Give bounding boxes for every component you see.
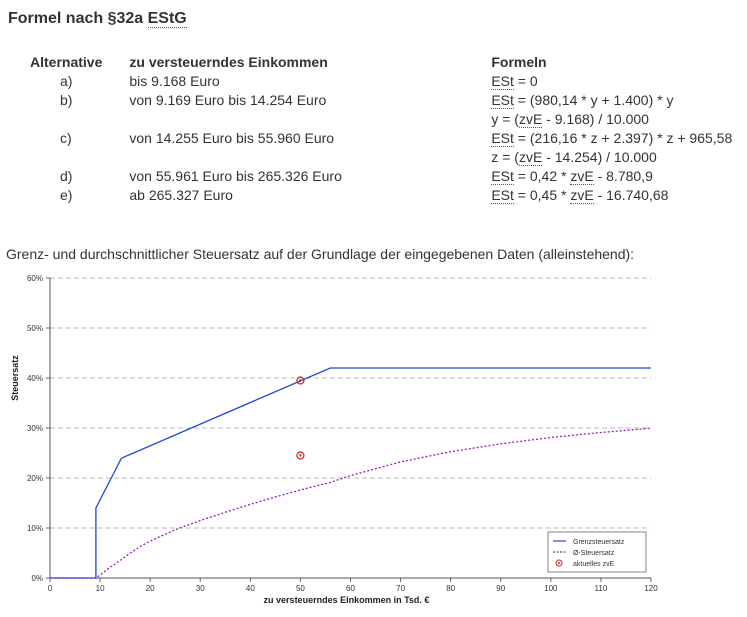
legend-label: Ø-Steuersatz xyxy=(573,550,615,557)
table-row: b) von 9.169 Euro bis 14.254 Euro ESt = (9… xyxy=(30,91,747,110)
y-tick-label: 60% xyxy=(27,274,43,283)
cell-alternative xyxy=(30,148,129,167)
cell-formula: z = (zvE - 14.254) / 10.000 xyxy=(491,149,657,166)
formula-table: Alternative zu versteuerndes Einkommen F… xyxy=(30,54,747,205)
cell-formula: ESt = (980,14 * y + 1.400) * y xyxy=(491,92,674,109)
y-tick-label: 20% xyxy=(27,474,43,483)
abbr-zve: zvE xyxy=(570,187,594,204)
x-tick-label: 0 xyxy=(48,584,53,593)
y-tick-label: 10% xyxy=(27,524,43,533)
table-row: z = (zvE - 14.254) / 10.000 xyxy=(30,148,747,167)
x-tick-label: 120 xyxy=(644,584,658,593)
abbr-est: ESt xyxy=(491,187,514,204)
cell-formula: ESt = 0 xyxy=(491,73,538,90)
alternative-label: a) xyxy=(60,73,73,89)
x-tick-label: 10 xyxy=(96,584,105,593)
x-tick-label: 100 xyxy=(544,584,558,593)
x-tick-label: 40 xyxy=(246,584,255,593)
abbr-est: ESt xyxy=(491,130,514,147)
x-tick-label: 80 xyxy=(446,584,455,593)
table-row: a) bis 9.168 Euro ESt = 0 xyxy=(30,72,747,91)
tax-rate-chart: 0% 10% 20% 30% 40% 50% 60% 0 10 20 30 40 50 60 70 80 90 1… xyxy=(10,274,658,605)
header-alternative: Alternative xyxy=(30,54,103,70)
table-row: e) ab 265.327 Euro ESt = 0,45 * zvE - 16.7… xyxy=(30,186,747,205)
cell-formula: ESt = (216,16 * z + 2.397) * z + 965,58 xyxy=(491,130,733,147)
x-tick-label: 50 xyxy=(296,584,305,593)
abbr-zve: zvE xyxy=(570,168,594,185)
cell-alternative xyxy=(30,110,129,129)
abbr-estg: EStG xyxy=(147,10,187,28)
cell-income: von 9.169 Euro bis 14.254 Euro xyxy=(129,92,327,108)
alternative-label: e) xyxy=(60,187,73,203)
x-tick-label: 90 xyxy=(496,584,505,593)
cell-formula: ESt = 0,42 * zvE - 8.780,9 xyxy=(491,168,653,185)
page-title: Formel nach §32a EStG xyxy=(8,10,187,28)
y-tick-label: 30% xyxy=(27,424,43,433)
header-income: zu versteuerndes Einkommen xyxy=(129,54,328,70)
cell-formula: ESt = 0,45 * zvE - 16.740,68 xyxy=(491,187,669,204)
y-axis-label: Steuersatz xyxy=(10,355,20,401)
table-header-row: Alternative zu versteuerndes Einkommen F… xyxy=(30,54,747,72)
marker-point-center xyxy=(299,379,302,382)
table-row: d) von 55.961 Euro bis 265.326 Euro ESt = … xyxy=(30,167,747,186)
x-tick-label: 110 xyxy=(595,584,608,593)
legend-label: aktuelles zvE xyxy=(573,561,615,568)
title-text: Formel nach §32a EStG xyxy=(8,10,187,28)
alternative-label: b) xyxy=(60,92,73,108)
cell-income xyxy=(129,110,491,129)
chart-title: Grenz- und durchschnittlicher Steuersatz… xyxy=(6,246,635,262)
abbr-est: ESt xyxy=(491,92,514,109)
cell-alternative: a) xyxy=(30,72,129,91)
y-tick-label: 50% xyxy=(27,324,43,333)
table-row: c) von 14.255 Euro bis 55.960 Euro ESt = (… xyxy=(30,129,747,148)
cell-alternative: c) xyxy=(30,129,129,148)
x-tick-label: 60 xyxy=(346,584,355,593)
abbr-est: ESt xyxy=(491,168,514,185)
legend-marker-center xyxy=(558,562,560,564)
marker-point xyxy=(296,451,305,460)
alternative-label: d) xyxy=(60,168,73,184)
legend-label: Grenzsteuersatz xyxy=(573,539,625,546)
x-tick-label: 70 xyxy=(396,584,405,593)
marker-point xyxy=(296,376,305,385)
legend-marker xyxy=(555,559,563,567)
alternative-label: c) xyxy=(60,130,72,146)
header-formulas: Formeln xyxy=(491,54,547,70)
cell-alternative: d) xyxy=(30,167,129,186)
cell-alternative: b) xyxy=(30,91,129,110)
cell-income: von 55.961 Euro bis 265.326 Euro xyxy=(129,168,342,184)
cell-income: von 14.255 Euro bis 55.960 Euro xyxy=(129,130,335,146)
cell-income: ab 265.327 Euro xyxy=(129,187,233,203)
series-line-1 xyxy=(50,427,652,579)
x-tick-label: 20 xyxy=(146,584,155,593)
cell-income xyxy=(129,148,491,167)
x-axis-label: zu versteuerndes Einkommen in Tsd. € xyxy=(264,595,430,605)
abbr-zve: zvE xyxy=(518,149,543,166)
cell-formula: y = (zvE - 9.168) / 10.000 xyxy=(491,111,649,128)
cell-income: bis 9.168 Euro xyxy=(129,73,220,89)
abbr-est: ESt xyxy=(491,73,514,90)
series-line-0 xyxy=(50,367,651,579)
cell-alternative: e) xyxy=(30,186,129,205)
marker-point-center xyxy=(299,454,302,457)
table-row: y = (zvE - 9.168) / 10.000 xyxy=(30,110,747,129)
y-tick-label: 0% xyxy=(31,574,43,583)
x-tick-label: 30 xyxy=(196,584,205,593)
abbr-zve: zvE xyxy=(518,111,543,128)
y-tick-label: 40% xyxy=(27,374,43,383)
